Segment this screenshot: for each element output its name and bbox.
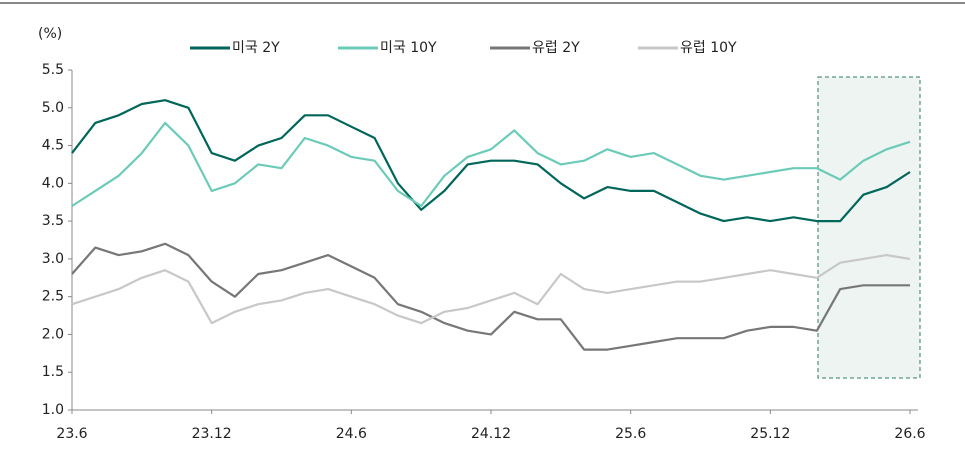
y-tick-label: 3.0 (42, 251, 64, 267)
legend-label: 미국 2Y (232, 40, 280, 56)
y-tick-label: 4.5 (42, 138, 64, 154)
y-tick-label: 4.0 (42, 175, 64, 191)
y-tick-label: 1.5 (42, 364, 64, 380)
y-tick-label: 5.5 (42, 62, 64, 78)
x-tick-label: 23.12 (192, 426, 232, 442)
x-tick-label: 24.6 (336, 426, 367, 442)
y-axis-unit: (%) (38, 26, 62, 42)
x-tick-label: 24.12 (471, 426, 511, 442)
x-tick-label: 26.6 (894, 426, 925, 442)
legend-label: 유럽 10Y (680, 40, 737, 56)
x-tick-label: 25.6 (615, 426, 646, 442)
legend-label: 미국 10Y (380, 40, 437, 56)
highlight-box (817, 76, 921, 379)
series-line (71, 254, 911, 325)
y-tick-label: 2.5 (42, 289, 64, 305)
y-tick-label: 1.0 (42, 402, 64, 418)
y-tick-label: 3.5 (42, 213, 64, 229)
series-line (71, 242, 910, 351)
y-tick-label: 2.0 (42, 326, 64, 342)
legend-label: 유럽 2Y (532, 40, 580, 56)
x-tick-label: 23.6 (56, 426, 87, 442)
series-line (71, 121, 911, 208)
x-tick-label: 25.12 (750, 426, 790, 442)
series-line (71, 99, 911, 223)
y-tick-label: 5.0 (42, 100, 64, 116)
